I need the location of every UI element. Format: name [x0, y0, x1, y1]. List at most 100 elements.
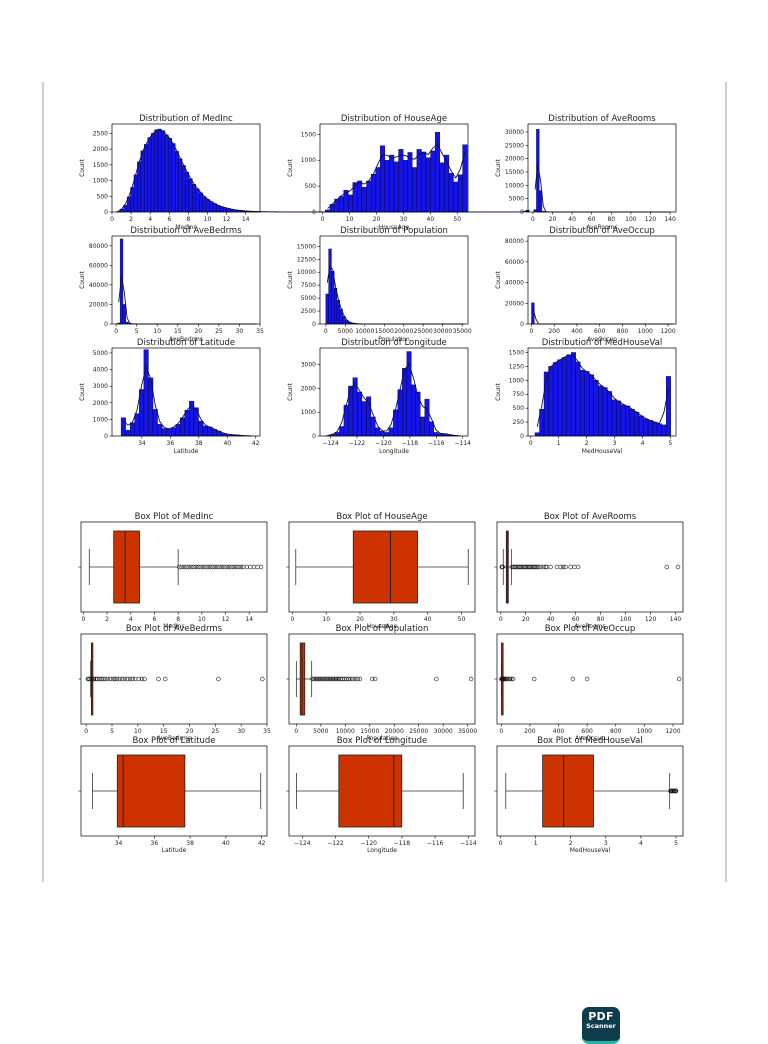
histogram-bar: [558, 360, 563, 436]
x-tick-label: 120: [645, 216, 657, 223]
histogram-bar: [137, 162, 140, 212]
y-tick-label: 40000: [89, 282, 108, 289]
plot-frame: [528, 124, 676, 212]
x-tick-label: 20: [195, 328, 203, 335]
chart-title: Box Plot of Population: [336, 624, 429, 634]
x-tick-label: 2: [129, 216, 133, 223]
histogram-bar: [598, 386, 603, 436]
x-tick-label: 14: [242, 216, 250, 223]
x-tick-label: 800: [617, 328, 629, 335]
histogram-bar: [612, 400, 617, 436]
x-tick-label: 200: [548, 328, 560, 335]
x-tick-label: 20: [373, 216, 381, 223]
y-axis-label: Count: [287, 270, 294, 288]
x-tick-label: 50: [453, 216, 461, 223]
plot-frame: [289, 634, 475, 724]
histogram-bar: [371, 417, 375, 436]
histogram-longitude: Distribution of Longitude−124−122−120−11…: [287, 338, 471, 455]
x-tick-label: 8: [186, 216, 190, 223]
x-tick-label: 100: [625, 216, 637, 223]
histogram-bar: [662, 425, 667, 436]
histogram-bar: [376, 167, 381, 212]
y-tick-label: 500: [97, 193, 109, 200]
x-tick-label: 34: [115, 840, 123, 847]
histogram-bar: [126, 430, 131, 436]
x-tick-label: −118: [394, 840, 411, 847]
x-tick-label: 20000: [385, 728, 404, 735]
x-tick-label: 80: [597, 616, 605, 623]
y-tick-label: 5000: [509, 196, 524, 203]
histogram-bar: [158, 129, 161, 212]
x-tick-label: 2: [585, 440, 589, 447]
histogram-bar: [425, 399, 429, 436]
histogram-bar: [192, 184, 195, 212]
x-tick-label: 3: [613, 440, 617, 447]
kde-curve: [327, 266, 463, 324]
histogram-bar: [440, 163, 445, 212]
histogram-bar: [431, 151, 436, 212]
histogram-bar: [453, 182, 458, 212]
x-tick-label: 0: [110, 216, 114, 223]
x-tick-label: 15: [160, 728, 168, 735]
y-tick-label: 2500: [301, 308, 316, 315]
x-tick-label: 4: [641, 440, 645, 447]
y-tick-label: 500: [513, 405, 525, 412]
y-tick-label: 1000: [93, 416, 108, 423]
x-tick-label: 5000: [313, 728, 328, 735]
y-tick-label: 1000: [301, 157, 316, 164]
x-tick-label: 0: [84, 728, 88, 735]
histogram-bar: [141, 151, 144, 212]
x-tick-label: 5: [669, 440, 673, 447]
y-tick-label: 5000: [301, 295, 316, 302]
histogram-bar: [176, 424, 181, 436]
histogram-bar: [168, 138, 171, 212]
histogram-bar: [213, 204, 216, 212]
x-tick-label: 60: [588, 216, 596, 223]
histogram-bar: [394, 162, 399, 212]
x-tick-label: 10: [346, 216, 354, 223]
box-iqr: [353, 531, 417, 603]
x-tick-label: −124: [322, 440, 339, 447]
x-tick-label: 40: [223, 440, 231, 447]
histogram-bar: [348, 195, 353, 212]
x-tick-label: 40: [222, 840, 230, 847]
histogram-bar: [367, 181, 372, 212]
x-axis-label: Latitude: [174, 448, 199, 455]
x-tick-label: 140: [670, 616, 682, 623]
x-tick-label: 4: [129, 616, 133, 623]
x-tick-label: 25: [212, 728, 220, 735]
x-tick-label: −120: [375, 440, 392, 447]
x-tick-label: 1000: [637, 728, 652, 735]
y-tick-label: 0: [520, 209, 524, 216]
histogram-bar: [130, 423, 135, 436]
histogram-bar: [179, 159, 182, 212]
chart-title: Box Plot of AveOccup: [545, 624, 636, 634]
histogram-bar: [380, 431, 384, 436]
histogram-bar: [180, 418, 185, 436]
x-tick-label: 0: [531, 216, 535, 223]
histogram-bar: [339, 426, 343, 436]
y-tick-label: 2000: [301, 385, 316, 392]
histogram-bar: [621, 405, 626, 436]
x-tick-label: 40: [547, 616, 555, 623]
histogram-bar: [630, 409, 635, 436]
x-tick-label: 4: [148, 216, 152, 223]
y-tick-label: 1500: [301, 131, 316, 138]
y-axis-label: Count: [79, 382, 86, 400]
chart-title: Box Plot of HouseAge: [336, 512, 427, 522]
histogram-bar: [331, 271, 334, 324]
histogram-bar: [580, 370, 585, 436]
x-tick-label: −114: [460, 840, 477, 847]
x-tick-label: −118: [402, 440, 419, 447]
histogram-bar: [203, 426, 208, 436]
histogram-bar: [199, 193, 202, 212]
x-tick-label: 1200: [665, 728, 680, 735]
x-tick-label: 5: [674, 840, 678, 847]
y-tick-label: 0: [312, 433, 316, 440]
x-tick-label: 25000: [414, 328, 433, 335]
histogram-bar: [158, 424, 163, 436]
x-tick-label: 20: [356, 616, 364, 623]
histogram-bar: [549, 366, 554, 436]
